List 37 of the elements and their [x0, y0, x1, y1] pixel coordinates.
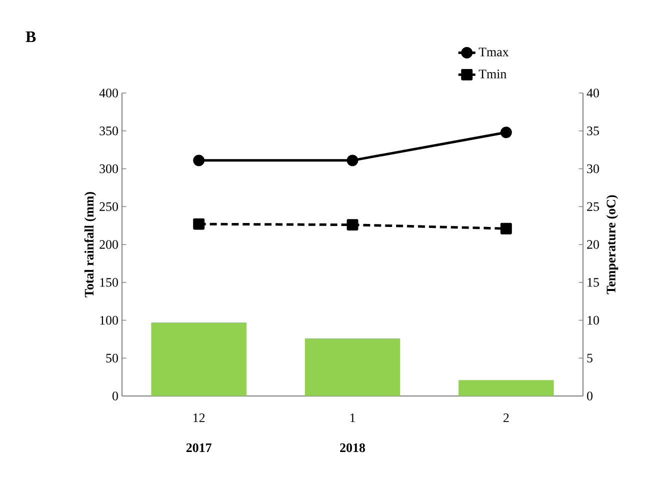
- y2-tick-label: 20: [587, 240, 599, 249]
- point: [346, 219, 358, 231]
- legend-label: Tmax: [478, 48, 509, 56]
- x-tick-label: 12: [194, 413, 205, 422]
- x-tick-label: 1: [350, 413, 355, 422]
- point: [500, 222, 512, 234]
- text: 2018: [340, 443, 366, 452]
- y-tick-label: 200: [100, 240, 118, 249]
- chart-title: B: [26, 32, 36, 42]
- y-tick-label: 250: [100, 202, 118, 211]
- point: [193, 218, 205, 230]
- y-tick-label: 100: [100, 316, 118, 325]
- y-tick-label: 400: [99, 88, 118, 98]
- point: [500, 126, 512, 138]
- y2-tick-label: 25: [587, 202, 599, 211]
- y2-tick-label: 15: [588, 278, 599, 287]
- legend-label: Tmin: [478, 70, 506, 78]
- y-tick-label: 0: [112, 392, 118, 400]
- y-tick-label: 150: [100, 278, 118, 287]
- text: 2017: [186, 443, 212, 452]
- y2-tick-label: 5: [587, 354, 592, 362]
- y2-tick-label: 10: [588, 316, 599, 325]
- bar: [458, 380, 554, 396]
- y2-axis-title: Temperature (oC): [606, 195, 618, 294]
- y-tick-label: 300: [100, 164, 118, 174]
- x-tick-label: 2: [503, 413, 509, 422]
- y2-tick-label: 35: [587, 126, 599, 136]
- point: [193, 154, 205, 166]
- y-axis-title: Total rainfall (mm): [84, 192, 96, 298]
- y-tick-label: 50: [106, 354, 118, 362]
- y2-tick-label: 40: [586, 88, 599, 98]
- y2-tick-label: 30: [587, 164, 599, 174]
- y2-tick-label: 0: [587, 392, 593, 400]
- y-tick-label: 350: [100, 126, 118, 136]
- bar: [151, 322, 246, 396]
- point: [346, 154, 358, 166]
- bar: [304, 338, 400, 396]
